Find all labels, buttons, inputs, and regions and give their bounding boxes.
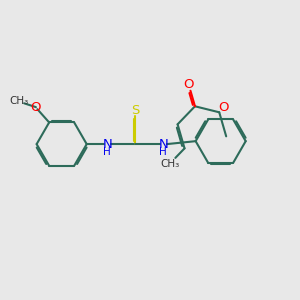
Text: N: N xyxy=(102,138,112,151)
Text: S: S xyxy=(131,104,140,117)
Text: H: H xyxy=(159,147,167,158)
Text: O: O xyxy=(31,100,41,114)
Text: N: N xyxy=(158,138,168,151)
Text: O: O xyxy=(218,101,229,114)
Text: CH₃: CH₃ xyxy=(9,96,28,106)
Text: O: O xyxy=(183,78,194,91)
Text: CH₃: CH₃ xyxy=(160,159,179,169)
Text: H: H xyxy=(103,147,111,158)
